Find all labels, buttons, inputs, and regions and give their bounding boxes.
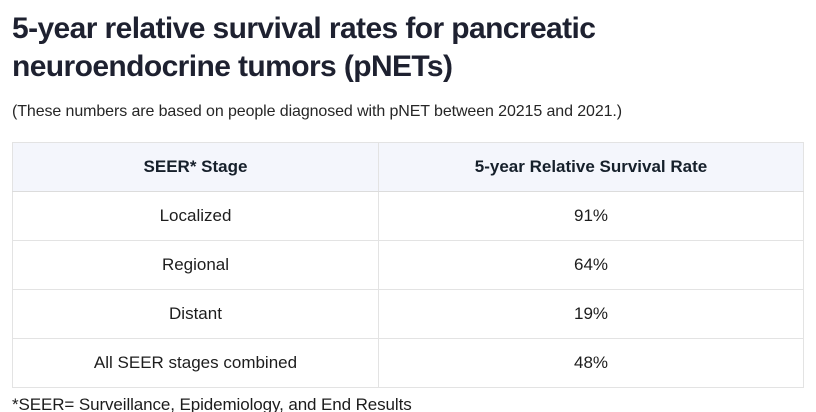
table-row: Regional 64% [12,240,804,290]
rate-cell: 64% [378,240,804,290]
stage-cell: All SEER stages combined [12,338,379,388]
seer-definition-footnote: *SEER= Surveillance, Epidemiology, and E… [12,395,412,412]
rate-cell: 48% [378,338,804,388]
column-header-survival-rate: 5-year Relative Survival Rate [378,142,804,192]
diagnosis-note: (These numbers are based on people diagn… [12,103,623,120]
page-title: 5-year relative survival rates for pancr… [12,10,804,86]
table-row: Localized 91% [12,191,804,241]
table-row: Distant 19% [12,289,804,339]
column-header-seer-stage: SEER* Stage [12,142,379,192]
table-header: SEER* Stage 5-year Relative Survival Rat… [12,142,804,192]
table-row: All SEER stages combined 48% [12,338,804,388]
survival-rate-table: SEER* Stage 5-year Relative Survival Rat… [12,142,804,388]
stage-cell: Distant [12,289,379,339]
table-body: Localized 91% Regional 64% Distant 19% A… [12,191,804,388]
rate-cell: 19% [378,289,804,339]
rate-cell: 91% [378,191,804,241]
stage-cell: Regional [12,240,379,290]
page-title-line-2: neuroendocrine tumors (pNETs) [12,50,453,83]
stage-cell: Localized [12,191,379,241]
page-title-line-1: 5-year relative survival rates for pancr… [12,12,596,45]
table-header-row: SEER* Stage 5-year Relative Survival Rat… [12,142,804,192]
